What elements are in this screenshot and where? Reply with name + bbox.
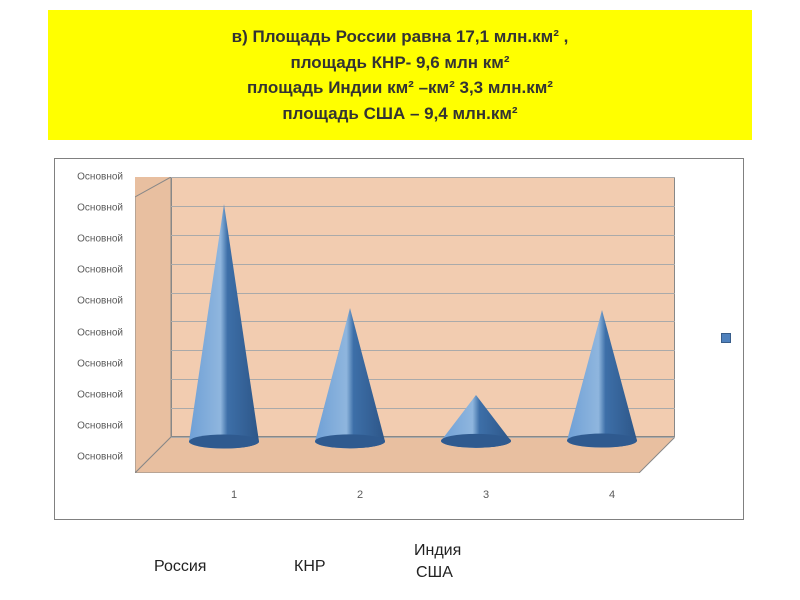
cone-shape (189, 204, 259, 456)
y-tick-label: Основной (77, 172, 123, 183)
cone-shape (567, 310, 637, 455)
bottom-labels: Россия КНР Индия США (54, 534, 744, 594)
header-line-3: площадь Индии км² –км² 3,3 млн.км² (247, 78, 553, 97)
cone-shape (441, 395, 511, 455)
header-text: в) Площадь России равна 17,1 млн.км² , п… (232, 24, 569, 126)
cone-shape (315, 308, 385, 455)
side-wall-shape (135, 177, 171, 473)
y-tick-label: Основной (77, 389, 123, 400)
y-tick-label: Основной (77, 265, 123, 276)
x-tick-label: 1 (231, 489, 237, 501)
grid-line (171, 177, 675, 178)
y-tick-label: Основной (77, 452, 123, 463)
country-label: США (416, 564, 453, 582)
x-axis-labels: 1 2 3 4 (171, 489, 711, 509)
header-line-4: площадь США – 9,4 млн.км² (282, 104, 517, 123)
y-tick-label: Основной (77, 327, 123, 338)
x-tick-label: 2 (357, 489, 363, 501)
country-label: Россия (154, 558, 206, 576)
y-axis-labels: Основной Основной Основной Основной Основной… (55, 177, 129, 437)
y-tick-label: Основной (77, 420, 123, 431)
x-tick-label: 4 (609, 489, 615, 501)
y-tick-label: Основной (77, 203, 123, 214)
plot-3d (135, 177, 675, 477)
chart-area: Основной Основной Основной Основной Основной… (54, 158, 744, 520)
country-label: Индия (414, 542, 461, 560)
cone (567, 310, 637, 455)
header-box: в) Площадь России равна 17,1 млн.км² , п… (48, 10, 752, 140)
y-tick-label: Основной (77, 358, 123, 369)
country-label: КНР (294, 558, 326, 576)
y-tick-label: Основной (77, 296, 123, 307)
cone (189, 204, 259, 456)
legend-marker (721, 333, 731, 343)
x-tick-label: 3 (483, 489, 489, 501)
y-tick-label: Основной (77, 234, 123, 245)
cone (315, 308, 385, 455)
header-line-1: в) Площадь России равна 17,1 млн.км² , (232, 27, 569, 46)
cone (441, 395, 511, 455)
side-wall (135, 177, 171, 437)
header-line-2: площадь КНР- 9,6 млн км² (290, 53, 509, 72)
